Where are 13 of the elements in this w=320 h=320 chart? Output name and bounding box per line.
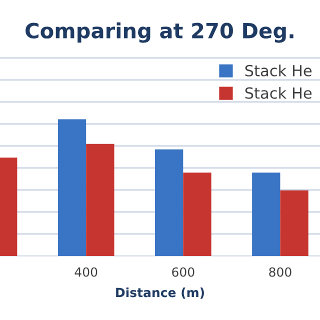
chart-title: Comparing at 270 Deg.: [26, 22, 294, 43]
x-axis-title: Distance (m): [116, 288, 204, 299]
x-tick-label: 600: [172, 267, 194, 277]
bar: [183, 172, 212, 256]
bar: [58, 119, 86, 256]
x-tick-label: 400: [74, 267, 98, 277]
legend-label: Stack He: [245, 64, 312, 76]
legend-label: Stack He: [245, 87, 312, 99]
bar: [155, 149, 184, 256]
bar: [86, 144, 114, 256]
bar: [280, 190, 308, 256]
bar: [252, 172, 280, 256]
x-tick-label: 800: [269, 267, 292, 277]
